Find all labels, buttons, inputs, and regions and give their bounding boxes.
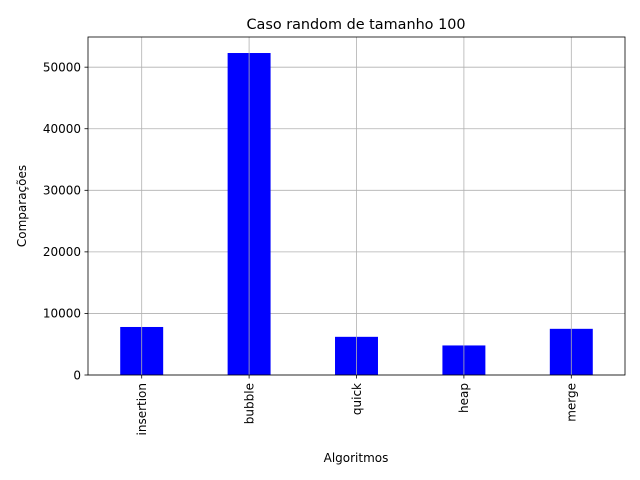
x-tick-label: quick [350,383,364,415]
y-tick-label: 40000 [43,122,81,136]
y-tick-label: 50000 [43,60,81,74]
bars [120,37,593,375]
axis-ticks: 0 10000 20000 30000 40000 50000 insertion bubbl… [43,60,579,435]
x-tick-label: insertion [135,383,149,436]
y-tick-label: 10000 [43,307,81,321]
y-tick-label: 30000 [43,184,81,198]
x-axis-label: Algoritmos [324,451,389,465]
y-tick-label: 0 [73,368,81,382]
y-tick-label: 20000 [43,245,81,259]
x-tick-label: merge [565,383,579,422]
y-axis-label: Comparações [15,165,29,247]
x-tick-label: heap [457,383,471,413]
chart-title: Caso random de tamanho 100 [246,17,465,33]
x-tick-label: bubble [242,383,256,424]
